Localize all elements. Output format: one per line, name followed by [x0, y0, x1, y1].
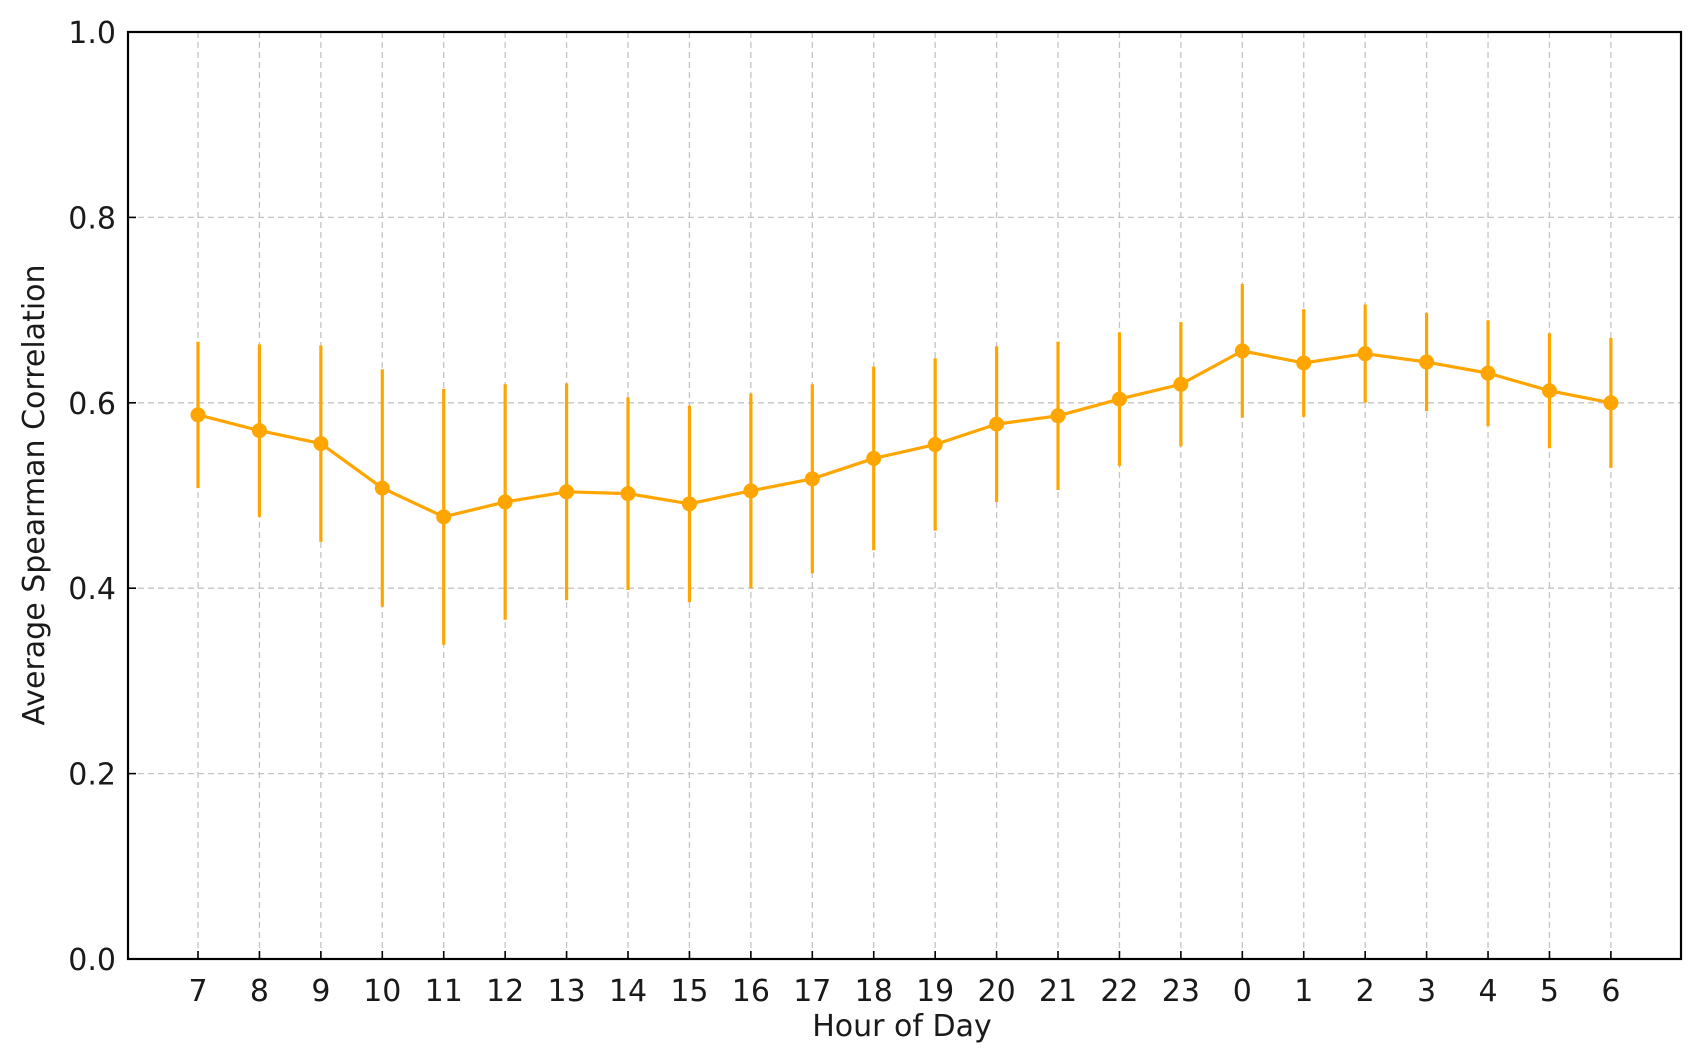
data-point [1111, 391, 1127, 407]
x-tick-label: 1 [1294, 974, 1313, 1009]
x-tick-label: 11 [425, 974, 463, 1009]
x-tick-label: 10 [363, 974, 401, 1009]
data-point [559, 484, 575, 500]
y-tick-label: 1.0 [68, 16, 116, 51]
x-tick-label: 23 [1162, 974, 1200, 1009]
x-tick-label: 7 [188, 974, 207, 1009]
x-tick-label: 0 [1233, 974, 1252, 1009]
x-tick-label: 18 [855, 974, 893, 1009]
data-point [1603, 395, 1619, 411]
x-tick-label: 15 [670, 974, 708, 1009]
grid-layer [128, 32, 1681, 959]
x-axis-ticks: 7 8 9 10 11 12 13 14 15 16 17 18 19 20 21 22 23 0 1 2 3 4 5 6 [188, 951, 1620, 1009]
x-tick-label: 2 [1356, 974, 1375, 1009]
plot-area-frame [126, 30, 1683, 961]
x-tick-label: 20 [977, 974, 1015, 1009]
data-point [436, 509, 452, 525]
y-tick-label: 0.2 [68, 758, 116, 793]
x-tick-label: 19 [916, 974, 954, 1009]
data-point [1173, 376, 1189, 392]
data-point [1296, 355, 1312, 371]
series-line [197, 349, 1612, 519]
y-tick-label: 0.6 [68, 387, 116, 422]
data-point [1419, 354, 1435, 370]
data-point [1050, 408, 1066, 424]
data-point [374, 480, 390, 496]
data-point [1480, 365, 1496, 381]
y-axis-ticks: 0.0 0.2 0.4 0.6 0.8 1.0 [68, 16, 136, 978]
x-tick-label: 14 [609, 974, 647, 1009]
x-tick-label: 22 [1100, 974, 1138, 1009]
x-tick-label: 16 [732, 974, 770, 1009]
data-point [620, 486, 636, 502]
y-tick-label: 0.0 [68, 943, 116, 978]
data-point [1234, 343, 1250, 359]
data-point [1357, 346, 1373, 362]
data-point [866, 450, 882, 466]
x-tick-label: 4 [1478, 974, 1497, 1009]
data-point [313, 436, 329, 452]
x-tick-label: 6 [1601, 974, 1620, 1009]
x-tick-label: 17 [793, 974, 831, 1009]
data-point [743, 483, 759, 499]
x-tick-label: 8 [250, 974, 269, 1009]
x-tick-label: 12 [486, 974, 524, 1009]
y-tick-label: 0.8 [68, 201, 116, 236]
data-point [1541, 383, 1557, 399]
series-layer [190, 284, 1619, 645]
data-point [681, 496, 697, 512]
x-tick-label: 21 [1039, 974, 1077, 1009]
x-tick-label: 3 [1417, 974, 1436, 1009]
x-axis-title: Hour of Day [812, 1009, 992, 1044]
y-tick-label: 0.4 [68, 572, 116, 607]
data-point [190, 407, 206, 423]
data-point [927, 437, 943, 453]
data-point [989, 416, 1005, 432]
data-point [497, 494, 513, 510]
y-axis-title: Average Spearman Correlation [17, 264, 52, 725]
data-point [251, 423, 267, 439]
x-tick-label: 5 [1540, 974, 1559, 1009]
x-tick-label: 9 [311, 974, 330, 1009]
data-point [804, 471, 820, 487]
x-tick-label: 13 [547, 974, 585, 1009]
